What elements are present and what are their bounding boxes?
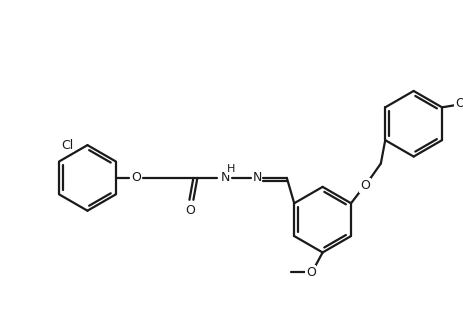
Text: N: N [220, 171, 229, 184]
Text: N: N [252, 171, 261, 184]
Text: O: O [454, 97, 463, 110]
Text: O: O [185, 204, 195, 217]
Text: H: H [226, 164, 235, 174]
Text: O: O [305, 266, 315, 279]
Text: O: O [359, 179, 369, 192]
Text: Cl: Cl [61, 139, 74, 151]
Text: O: O [131, 171, 140, 184]
